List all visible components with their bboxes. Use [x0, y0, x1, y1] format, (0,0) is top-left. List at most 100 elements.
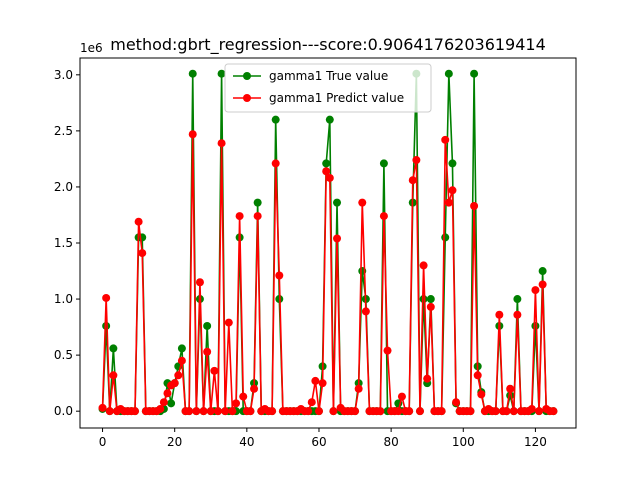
- legend-marker: [243, 94, 251, 102]
- data-point: [203, 347, 212, 356]
- data-point: [307, 398, 316, 407]
- data-point: [224, 318, 233, 327]
- data-point: [217, 69, 226, 78]
- y-tick-label: 1.0: [54, 292, 73, 306]
- data-point: [531, 286, 540, 295]
- data-point: [239, 392, 248, 401]
- data-point: [232, 399, 241, 408]
- legend-marker: [243, 72, 251, 80]
- data-point: [538, 280, 547, 289]
- y-axis-scale-label: 1e6: [80, 41, 103, 55]
- data-point: [163, 389, 172, 398]
- data-point: [271, 159, 280, 168]
- data-point: [195, 278, 204, 287]
- data-point: [250, 384, 259, 393]
- data-point: [206, 407, 215, 416]
- data-point: [159, 398, 168, 407]
- data-point: [509, 407, 518, 416]
- data-point: [535, 407, 544, 416]
- data-point: [102, 293, 111, 302]
- data-point: [275, 271, 284, 280]
- data-point: [495, 310, 504, 319]
- data-point: [318, 379, 327, 388]
- data-point: [394, 407, 403, 416]
- data-point: [329, 407, 338, 416]
- data-point: [253, 198, 262, 207]
- data-point: [138, 249, 147, 258]
- data-point: [325, 115, 334, 124]
- data-point: [199, 407, 208, 416]
- data-point: [444, 198, 453, 207]
- data-point: [502, 407, 511, 416]
- y-tick-label: 0.0: [54, 404, 73, 418]
- data-point: [221, 407, 230, 416]
- data-point: [314, 407, 323, 416]
- data-point: [538, 267, 547, 276]
- data-point: [513, 295, 522, 304]
- data-point: [426, 295, 435, 304]
- series-predict-value: [98, 130, 558, 416]
- data-point: [192, 407, 201, 416]
- data-point: [304, 407, 313, 416]
- x-tick-label: 120: [524, 435, 547, 449]
- data-point: [177, 344, 186, 353]
- data-point: [188, 69, 197, 78]
- data-point: [491, 407, 500, 416]
- data-point: [102, 321, 111, 330]
- data-point: [473, 371, 482, 380]
- data-point: [397, 392, 406, 401]
- data-point: [98, 403, 107, 412]
- data-point: [383, 346, 392, 355]
- data-point: [441, 135, 450, 144]
- data-point: [188, 130, 197, 139]
- data-point: [170, 379, 179, 388]
- y-tick-label: 0.5: [54, 348, 73, 362]
- data-point: [361, 307, 370, 316]
- legend: gamma1 True value gamma1 Predict value: [224, 63, 432, 113]
- data-point: [477, 390, 486, 399]
- data-point: [448, 186, 457, 195]
- data-point: [322, 159, 331, 168]
- data-point: [246, 407, 255, 416]
- data-point: [105, 407, 114, 416]
- x-tick-label: 60: [311, 435, 326, 449]
- data-point: [444, 69, 453, 78]
- data-point: [470, 202, 479, 210]
- data-point: [408, 176, 417, 185]
- data-point: [235, 212, 244, 221]
- data-point: [419, 261, 428, 270]
- data-point: [156, 404, 165, 413]
- data-point: [185, 407, 194, 416]
- data-point: [210, 366, 219, 375]
- data-point: [376, 407, 385, 416]
- y-tick-label: 2.5: [54, 124, 73, 138]
- data-point: [470, 69, 479, 78]
- data-point: [506, 384, 515, 393]
- data-point: [253, 212, 262, 221]
- data-point: [426, 302, 435, 311]
- y-axis: 0.0 0.5 1.0 1.5 2.0 2.5 3.0: [54, 68, 80, 418]
- data-point: [448, 159, 457, 168]
- data-point: [531, 321, 540, 330]
- data-point: [358, 198, 367, 207]
- data-point: [311, 376, 320, 385]
- data-point: [109, 371, 118, 380]
- data-point: [177, 356, 186, 365]
- data-point: [419, 295, 428, 304]
- data-point: [131, 407, 140, 416]
- data-point: [412, 156, 421, 165]
- data-point: [228, 407, 237, 416]
- data-point: [351, 407, 360, 416]
- data-point: [549, 407, 558, 416]
- legend-box: [224, 63, 432, 113]
- x-tick-label: 0: [99, 435, 107, 449]
- x-tick-label: 40: [239, 435, 254, 449]
- data-point: [354, 384, 363, 393]
- y-tick-label: 2.0: [54, 180, 73, 194]
- data-point: [174, 371, 183, 380]
- data-point: [325, 173, 334, 182]
- plot-area: [98, 69, 558, 416]
- data-point: [441, 233, 450, 242]
- x-tick-label: 20: [167, 435, 182, 449]
- data-point: [466, 407, 475, 416]
